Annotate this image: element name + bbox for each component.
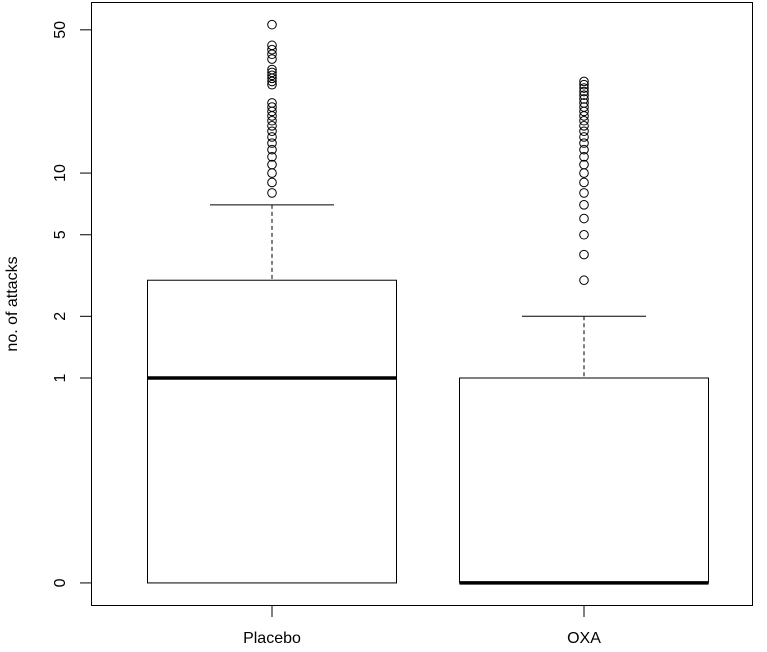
outlier-point [579,83,589,93]
outlier-point [267,152,277,162]
outlier-point [267,115,277,126]
y-tick-label: 2 [52,312,69,321]
outlier-point [267,40,277,51]
outlier-point [267,144,277,155]
outlier-point [579,138,589,148]
outlier-point [267,79,277,90]
outlier-point [579,177,589,188]
outlier-point [267,121,277,131]
x-tick-label: Placebo [243,630,301,647]
outlier-point [579,275,589,286]
outlier-point [267,67,277,78]
box-oxa [459,76,709,585]
box-placebo [147,19,397,584]
y-axis-label: no. of attacks [4,256,21,351]
boxes [147,19,709,585]
x-tick-label: OXA [567,630,601,647]
outlier-point [267,102,277,112]
outlier-point [579,144,589,155]
outlier-point [267,188,277,198]
outlier-point [579,90,589,100]
outlier-point [267,54,277,64]
y-tick-label: 50 [52,21,69,39]
outlier-point [579,168,589,178]
y-axis: 0 1 2 5 10 50 [52,21,92,587]
outlier-point [579,200,589,210]
outlier-point [267,44,277,55]
outlier-point [579,152,589,162]
outlier-point [579,159,589,170]
outlier-point [579,115,589,126]
y-tick-label: 10 [52,164,69,182]
outlier-point [579,132,589,142]
outlier-point [579,79,589,90]
outlier-point [267,126,277,137]
outlier-point [579,188,589,198]
outlier-point [267,159,277,170]
outlier-point [267,64,277,75]
y-tick-label: 0 [52,578,69,587]
y-tick-label: 5 [52,230,69,239]
outlier-point [267,98,277,108]
outlier-point [267,177,277,188]
outlier-point [267,19,277,30]
outlier-point [267,168,277,178]
outlier-point [267,138,277,148]
iqr-box [459,377,709,584]
outlier-point [267,132,277,142]
plot-frame [91,2,753,606]
outlier-point [579,86,589,97]
outlier-point [579,213,589,224]
y-tick-label: 1 [52,373,69,382]
outlier-point [579,249,589,260]
outlier-point [579,102,589,112]
outlier-point [579,98,589,108]
outlier-point [267,70,277,81]
outlier-point [579,76,589,87]
iqr-box [147,279,397,584]
outlier-point [579,229,589,240]
outlier-point [579,121,589,131]
x-axis: Placebo OXA [243,605,601,647]
outlier-point [579,126,589,137]
outlier-point [579,94,589,104]
